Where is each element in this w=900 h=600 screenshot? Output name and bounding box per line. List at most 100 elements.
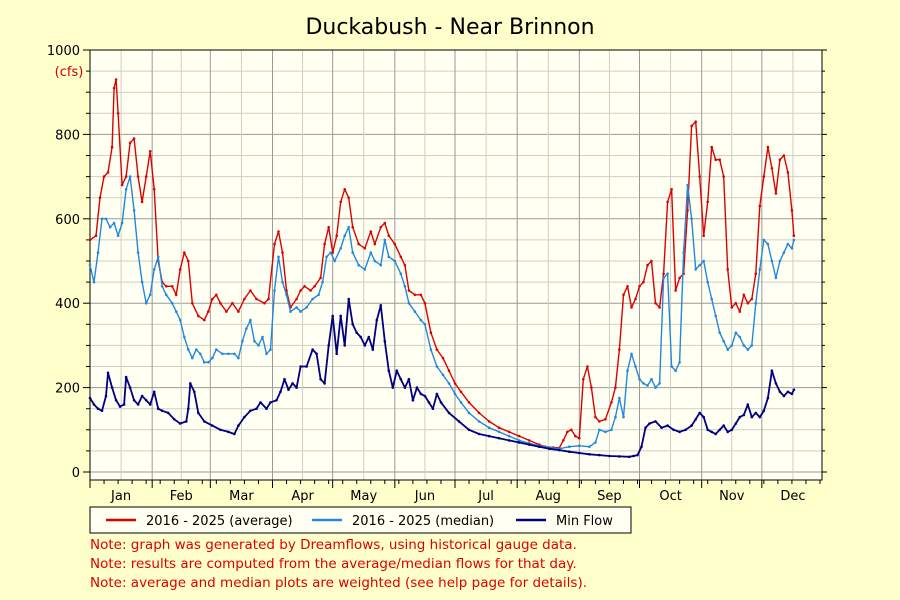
data-point — [610, 428, 613, 432]
data-point — [427, 401, 431, 404]
note-line: Note: average and median plots are weigh… — [90, 575, 588, 591]
data-point — [140, 280, 144, 284]
note-line: Note: graph was generated by Dreamflows,… — [90, 537, 577, 553]
data-point — [88, 396, 92, 400]
data-point — [144, 399, 148, 402]
data-point — [726, 348, 729, 351]
data-point — [722, 175, 725, 178]
data-point — [702, 415, 705, 419]
data-point — [626, 285, 629, 288]
data-point — [178, 318, 182, 322]
data-point — [467, 428, 471, 432]
data-point — [116, 112, 120, 115]
data-point — [714, 432, 717, 436]
data-point — [586, 365, 589, 368]
data-point — [227, 352, 230, 356]
data-point — [507, 439, 511, 442]
data-point — [670, 365, 673, 368]
data-point — [622, 293, 625, 297]
data-point — [413, 293, 417, 297]
data-point — [674, 369, 677, 373]
data-point — [106, 371, 110, 375]
data-point — [786, 242, 790, 246]
data-point — [582, 377, 585, 381]
data-point — [241, 339, 244, 343]
data-point — [383, 221, 387, 225]
data-point — [178, 422, 182, 425]
data-point — [367, 335, 371, 339]
data-point — [178, 268, 182, 271]
data-point — [423, 301, 427, 305]
data-point — [722, 424, 725, 427]
data-point — [243, 415, 246, 419]
data-point — [249, 289, 252, 292]
data-point — [317, 293, 320, 297]
data-point — [477, 432, 481, 436]
data-point — [598, 428, 601, 432]
data-point — [435, 348, 439, 351]
data-point — [790, 247, 794, 250]
data-point — [132, 137, 136, 140]
data-point — [411, 399, 415, 402]
data-point — [203, 361, 206, 364]
data-point — [395, 369, 399, 373]
data-point — [187, 259, 190, 263]
data-point — [263, 301, 266, 305]
data-point — [164, 285, 168, 288]
data-point — [610, 401, 613, 404]
x-tick-label: Apr — [291, 489, 314, 504]
data-point — [245, 327, 248, 330]
data-point — [140, 394, 144, 398]
data-point — [638, 285, 641, 288]
data-point — [249, 318, 252, 322]
data-point — [387, 255, 391, 259]
data-point — [343, 344, 347, 347]
data-point — [672, 428, 675, 432]
data-point — [295, 297, 298, 301]
data-point — [170, 285, 174, 288]
data-point — [654, 386, 657, 389]
data-point — [782, 251, 786, 254]
data-point — [291, 382, 294, 385]
data-point — [357, 263, 361, 267]
data-point — [742, 293, 746, 297]
data-point — [255, 407, 258, 411]
data-point — [774, 192, 778, 195]
data-point — [373, 242, 377, 246]
data-point — [207, 361, 210, 364]
data-point — [766, 396, 770, 400]
data-point — [778, 158, 782, 161]
data-point — [277, 255, 280, 259]
data-point — [189, 382, 192, 385]
data-point — [211, 424, 214, 427]
data-point — [253, 339, 256, 343]
data-point — [287, 388, 290, 392]
data-point — [694, 268, 697, 271]
data-point — [477, 420, 481, 423]
data-point — [140, 200, 144, 204]
data-point — [285, 293, 288, 297]
data-point — [187, 348, 190, 351]
data-point — [108, 225, 112, 229]
data-point — [233, 432, 236, 436]
data-point — [110, 145, 114, 149]
data-point — [762, 409, 766, 413]
data-point — [261, 335, 264, 339]
data-point — [255, 297, 258, 301]
data-point — [459, 401, 463, 404]
data-point — [156, 255, 160, 259]
data-point — [399, 377, 403, 381]
data-point — [331, 314, 335, 318]
data-point — [642, 382, 645, 385]
data-point — [369, 230, 373, 233]
data-point — [527, 443, 531, 446]
data-point — [331, 251, 335, 254]
data-point — [746, 348, 750, 351]
data-point — [295, 386, 298, 389]
data-point — [327, 344, 331, 347]
data-point — [662, 276, 665, 280]
data-point — [477, 411, 481, 415]
data-point — [327, 225, 331, 229]
data-point — [690, 424, 693, 427]
data-point — [762, 175, 766, 178]
